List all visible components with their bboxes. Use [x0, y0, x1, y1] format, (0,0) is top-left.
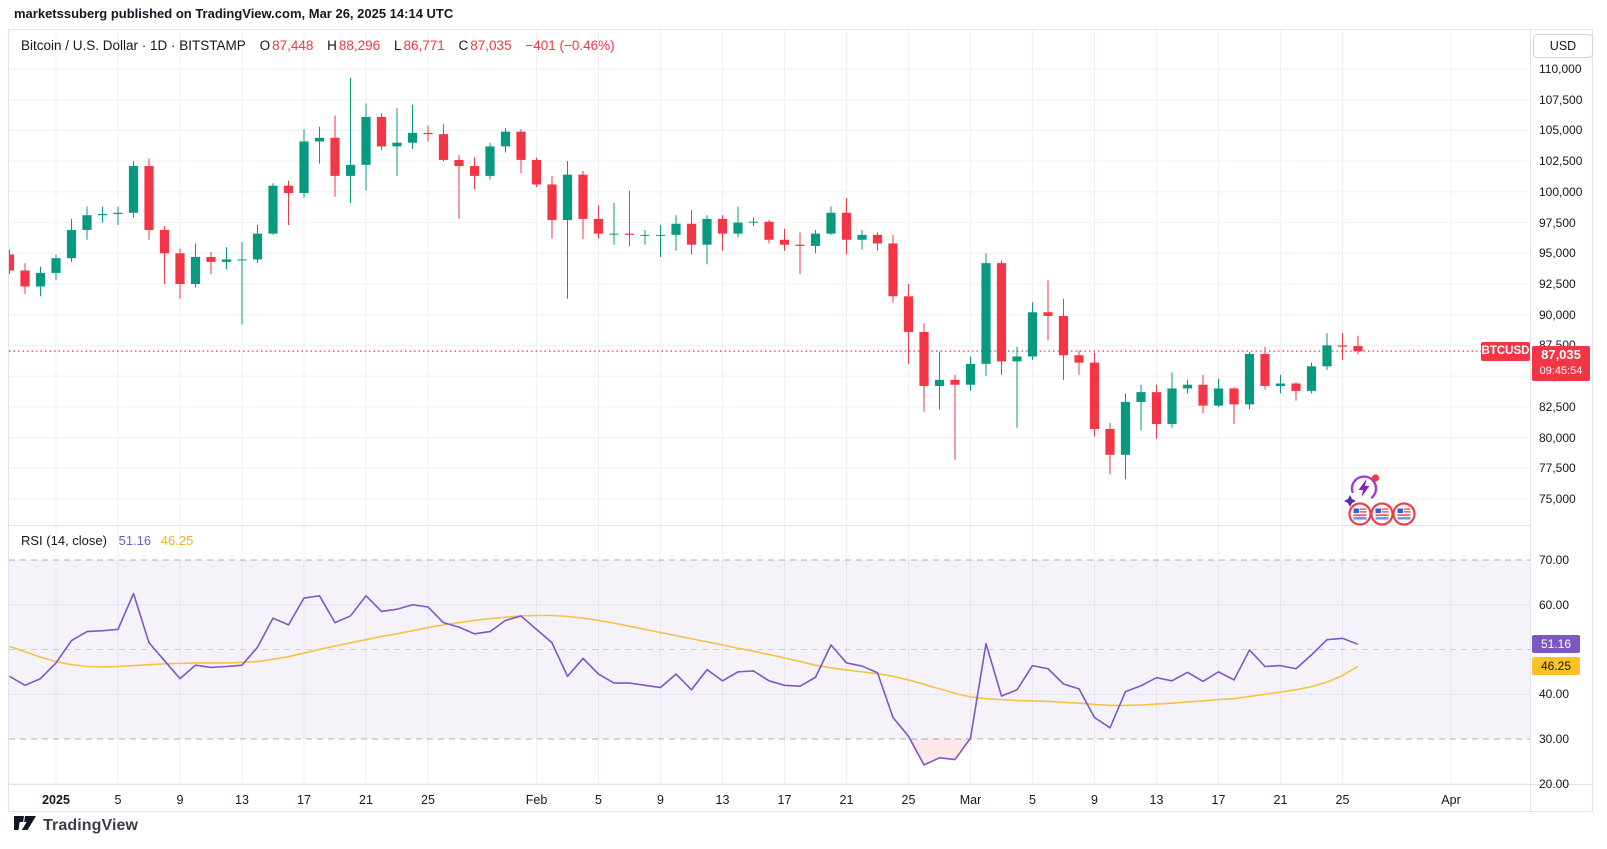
price-scale-label[interactable]: 102,500 — [1539, 154, 1583, 169]
time-scale-label[interactable]: 17 — [297, 793, 311, 807]
price-scale-label[interactable]: 75,000 — [1539, 491, 1576, 506]
price-scale-label[interactable]: 100,000 — [1539, 184, 1583, 199]
ohlc-low-label: L — [393, 38, 402, 53]
tradingview-logo[interactable]: TradingView — [14, 816, 138, 835]
rsi-ma-value-text: 46.25 — [160, 533, 194, 548]
price-pane-canvas[interactable] — [9, 30, 1530, 525]
time-scale-label[interactable]: Feb — [525, 793, 548, 807]
ohlc-close-value: 87,035 — [470, 38, 512, 53]
price-scale-label[interactable]: 80,000 — [1539, 430, 1576, 445]
time-scale-label[interactable]: 13 — [235, 793, 249, 807]
bar-countdown: 09:45:54 — [1539, 365, 1583, 377]
ohlc-high-label: H — [327, 38, 337, 53]
rsi-value-badge: 51.16 — [1532, 635, 1580, 653]
time-scale-label[interactable]: 9 — [176, 793, 184, 807]
ohlc-open-value: 87,448 — [272, 38, 314, 53]
price-scale-label[interactable]: 90,000 — [1539, 307, 1576, 322]
tradingview-logo-text: TradingView — [43, 816, 139, 834]
time-scale-label[interactable]: Apr — [1441, 793, 1461, 807]
price-scale-label[interactable]: 77,500 — [1539, 461, 1576, 476]
current-price-axis-badge: 87,035 09:45:54 — [1532, 346, 1590, 381]
time-scale-label[interactable]: 5 — [595, 793, 602, 807]
ohlc-high-value: 88,296 — [338, 38, 381, 53]
bank-stickers-icon[interactable] — [1348, 502, 1416, 526]
price-scale-label[interactable]: 107,500 — [1539, 92, 1583, 107]
rsi-title[interactable]: RSI (14, close) — [21, 533, 107, 548]
rsi-header: RSI (14, close) 51.16 46.25 — [21, 533, 193, 548]
ohlc-change: −401 (−0.46%) — [525, 38, 615, 53]
rsi-scale-label[interactable]: 40.00 — [1539, 687, 1570, 702]
rsi-scale-label[interactable]: 20.00 — [1539, 776, 1570, 791]
time-scale-label[interactable]: 9 — [657, 793, 664, 807]
rsi-ma-badge: 46.25 — [1532, 657, 1580, 675]
rsi-value-text: 51.16 — [118, 533, 152, 548]
ohlc-low-value: 86,771 — [403, 38, 445, 53]
time-scale-label[interactable]: 5 — [114, 793, 122, 807]
time-scale-label[interactable]: 17 — [1211, 793, 1226, 807]
ohlc-open-label: O — [259, 38, 271, 53]
time-scale-label[interactable]: 13 — [1149, 793, 1164, 807]
time-scale-label[interactable]: 21 — [359, 793, 373, 807]
rsi-scale-label[interactable]: 70.00 — [1539, 553, 1570, 567]
time-scale-label[interactable]: 2025 — [42, 793, 70, 807]
current-price-symbol-badge: BTCUSD — [1481, 342, 1530, 361]
attribution-text: marketssuberg published on TradingView.c… — [14, 6, 454, 21]
time-scale-label[interactable]: 25 — [421, 793, 435, 807]
ohlc-close-label: C — [458, 38, 469, 53]
price-scale-label[interactable]: 110,000 — [1539, 62, 1582, 76]
time-scale-label[interactable]: 17 — [777, 793, 792, 807]
time-scale-label[interactable]: Mar — [959, 793, 982, 807]
time-scale-label[interactable]: 21 — [839, 793, 854, 807]
rsi-pane-canvas[interactable] — [9, 525, 1530, 785]
current-price-value: 87,035 — [1541, 347, 1581, 362]
price-scale-label[interactable]: 95,000 — [1539, 246, 1576, 261]
pane-separator[interactable] — [9, 525, 1530, 526]
time-scale-label[interactable]: 9 — [1091, 793, 1098, 807]
flash-sticker-icon[interactable] — [1344, 474, 1380, 507]
time-scale-label[interactable]: 21 — [1273, 793, 1288, 807]
time-scale-label[interactable]: 25 — [901, 793, 916, 807]
rsi-scale-label[interactable]: 60.00 — [1539, 597, 1570, 612]
price-scale-label[interactable]: 105,000 — [1539, 123, 1583, 138]
time-scale-label[interactable]: 25 — [1335, 793, 1350, 807]
price-scale-separator[interactable] — [1530, 30, 1531, 811]
tradingview-logo-mark — [14, 816, 36, 830]
price-scale-label[interactable]: 97,500 — [1539, 215, 1576, 230]
time-axis-separator — [9, 784, 1594, 785]
currency-toggle-button[interactable]: USD — [1533, 34, 1593, 58]
symbol-title[interactable]: Bitcoin / U.S. Dollar · 1D · BITSTAMP — [21, 38, 246, 53]
chart-stickers[interactable] — [1338, 468, 1422, 528]
price-scale-label[interactable]: 82,500 — [1539, 399, 1576, 414]
time-scale-label[interactable]: 5 — [1029, 793, 1036, 807]
time-scale-label[interactable]: 13 — [715, 793, 730, 807]
rsi-scale-label[interactable]: 30.00 — [1539, 732, 1570, 746]
price-scale-label[interactable]: 92,500 — [1539, 276, 1576, 291]
